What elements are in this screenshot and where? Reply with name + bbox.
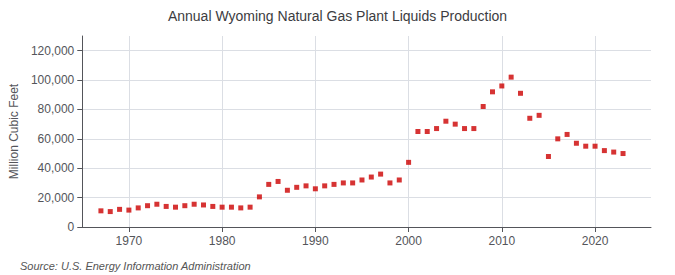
svg-text:1980: 1980	[209, 234, 236, 248]
svg-text:40,000: 40,000	[38, 161, 75, 175]
svg-text:60,000: 60,000	[38, 132, 75, 146]
svg-text:Million Cubic Feet: Million Cubic Feet	[7, 83, 21, 179]
svg-text:0: 0	[68, 220, 75, 234]
svg-text:2010: 2010	[488, 234, 515, 248]
svg-text:Annual Wyoming Natural Gas Pla: Annual Wyoming Natural Gas Plant Liquids…	[168, 8, 507, 24]
svg-text:1970: 1970	[116, 234, 143, 248]
svg-text:20,000: 20,000	[38, 191, 75, 205]
svg-text:120,000: 120,000	[31, 44, 75, 58]
svg-text:1990: 1990	[302, 234, 329, 248]
svg-text:Source: U.S. Energy Informatio: Source: U.S. Energy Information Administ…	[20, 260, 251, 272]
svg-text:80,000: 80,000	[38, 102, 75, 116]
svg-text:100,000: 100,000	[31, 73, 75, 87]
svg-text:2000: 2000	[395, 234, 422, 248]
svg-text:2020: 2020	[582, 234, 609, 248]
